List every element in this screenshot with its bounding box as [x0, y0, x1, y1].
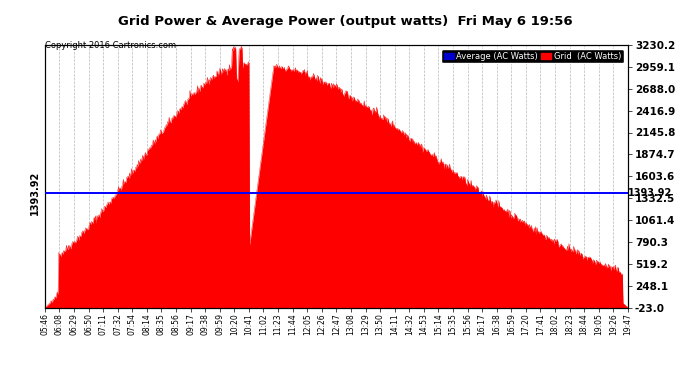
Legend: Average (AC Watts), Grid  (AC Watts): Average (AC Watts), Grid (AC Watts)	[442, 49, 624, 63]
Text: Grid Power & Average Power (output watts)  Fri May 6 19:56: Grid Power & Average Power (output watts…	[118, 15, 572, 28]
Text: Copyright 2016 Cartronics.com: Copyright 2016 Cartronics.com	[45, 41, 176, 50]
Text: 1393.92: 1393.92	[628, 188, 672, 198]
